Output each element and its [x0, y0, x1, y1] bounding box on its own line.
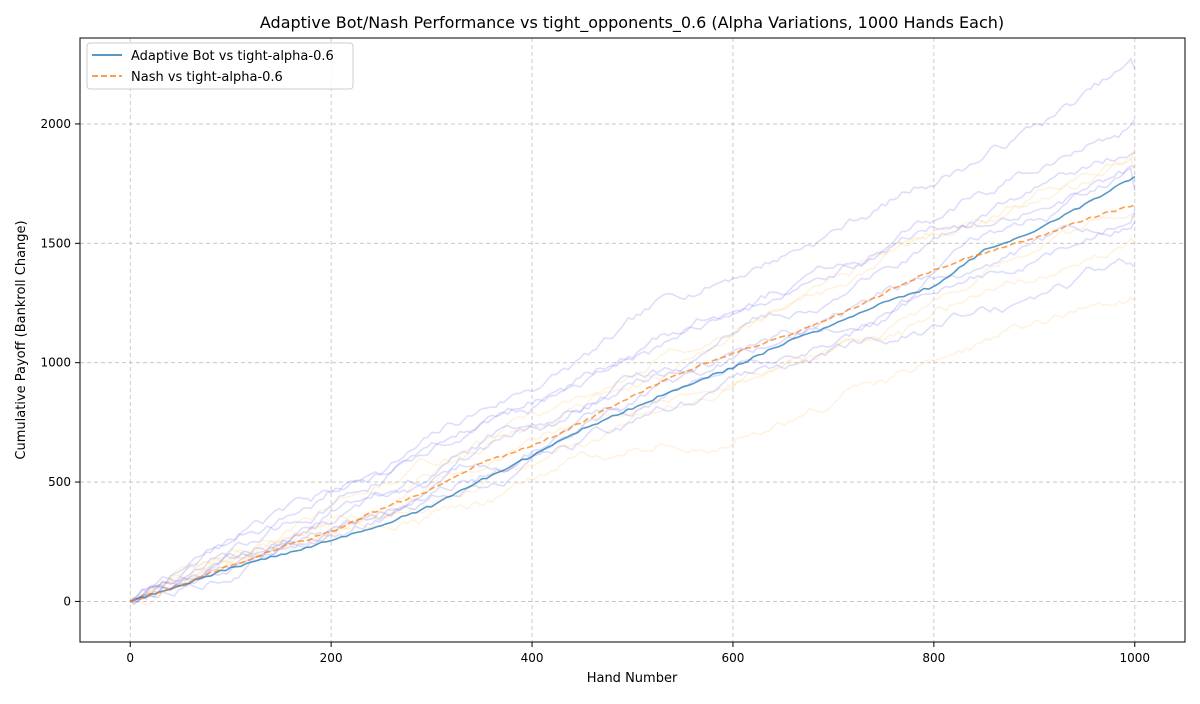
- y-tick-label: 1000: [40, 356, 71, 370]
- x-tick-label: 200: [320, 651, 343, 665]
- legend-label-nash: Nash vs tight-alpha-0.6: [131, 70, 283, 85]
- series-lines: [129, 175, 1136, 603]
- grid-lines: [80, 38, 1185, 642]
- nash-background-run: [130, 147, 1136, 603]
- x-tick-label: 1000: [1119, 651, 1150, 665]
- adaptive-background-run: [129, 209, 1136, 602]
- y-tick-label: 500: [48, 475, 71, 489]
- y-tick-label: 1500: [40, 236, 71, 250]
- adaptive-background-run: [129, 165, 1135, 604]
- nash-background-run: [129, 156, 1136, 603]
- x-tick-label: 0: [126, 651, 134, 665]
- adaptive-background-run: [129, 221, 1136, 603]
- nash-background-run: [129, 213, 1136, 606]
- legend: Adaptive Bot vs tight-alpha-0.6 Nash vs …: [86, 42, 354, 90]
- x-axis-label: Hand Number: [587, 671, 678, 686]
- y-axis-label: Cumulative Payoff (Bankroll Change): [14, 220, 29, 459]
- x-tick-label: 600: [722, 651, 745, 665]
- adaptive-background-run: [129, 167, 1136, 606]
- nash-series-line: [129, 204, 1136, 603]
- y-axis-ticks: 0 500 1000 1500 2000: [40, 117, 80, 608]
- plot-frame: [79, 37, 1186, 643]
- legend-box: [86, 42, 354, 90]
- adaptive-bot-series-line: [129, 175, 1136, 603]
- y-tick-label: 0: [63, 594, 71, 608]
- adaptive-background-run: [130, 257, 1136, 603]
- nash-background-run: [129, 296, 1136, 603]
- adaptive-background-run: [129, 57, 1136, 603]
- adaptive-background-run: [130, 151, 1136, 603]
- legend-label-adaptive-bot: Adaptive Bot vs tight-alpha-0.6: [131, 49, 334, 64]
- adaptive-background-run: [129, 118, 1136, 603]
- x-axis-ticks: 0 200 400 600 800 1000: [126, 642, 1150, 665]
- y-tick-label: 2000: [40, 117, 71, 131]
- chart-title: Adaptive Bot/Nash Performance vs tight_o…: [260, 13, 1004, 33]
- x-tick-label: 400: [521, 651, 544, 665]
- background-runs: [129, 57, 1136, 606]
- x-tick-label: 800: [922, 651, 945, 665]
- nash-background-run: [130, 237, 1136, 603]
